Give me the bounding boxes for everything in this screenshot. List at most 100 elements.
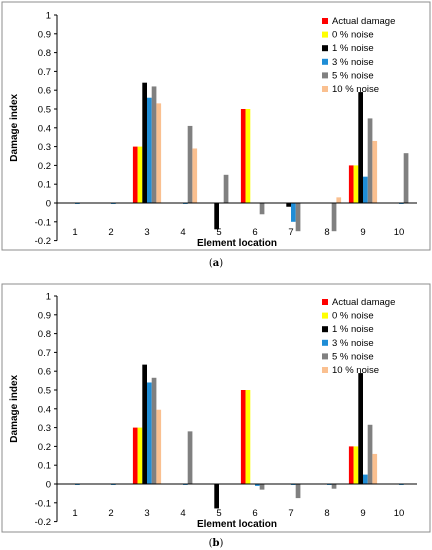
- y-tick-label: 0.7: [38, 348, 51, 359]
- legend: Actual damage 0 % noise 1 % noise 3 % noise…: [322, 16, 395, 95]
- legend-swatch: [322, 326, 328, 333]
- legend-swatch: [322, 18, 328, 24]
- y-tick-label: 0.2: [38, 442, 51, 453]
- bar: [156, 103, 162, 203]
- bar: [295, 484, 301, 499]
- y-tick-label: 1: [46, 292, 51, 303]
- bar: [367, 118, 373, 203]
- bar: [240, 390, 246, 484]
- y-tick-label: 0.1: [38, 461, 51, 472]
- bar: [147, 97, 152, 203]
- y-tick-label: 0.4: [38, 404, 51, 415]
- bar: [353, 165, 359, 203]
- legend-label: 3 % noise: [332, 338, 374, 349]
- legend-swatch: [322, 58, 328, 65]
- y-tick-label: 0.3: [38, 423, 51, 434]
- legend-label: 10 % noise: [332, 84, 379, 95]
- x-tick-label: 7: [288, 227, 293, 238]
- y-tick-label: 0.8: [38, 329, 51, 340]
- x-tick-label: 2: [108, 227, 113, 238]
- bar: [348, 165, 354, 203]
- bar: [132, 427, 138, 484]
- bar: [151, 86, 157, 203]
- bar: [295, 203, 301, 232]
- x-tick-label: 2: [108, 508, 113, 519]
- y-tick-label: 0.1: [38, 180, 51, 191]
- legend-swatch: [322, 45, 328, 52]
- y-tick-label: 1: [46, 11, 51, 22]
- y-tick-label: -0.1: [35, 217, 51, 228]
- y-tick-label: 0.9: [38, 29, 51, 40]
- legend-label: 0 % noise: [332, 311, 374, 322]
- y-axis-title: Damage index: [9, 93, 20, 161]
- bar: [156, 409, 162, 484]
- bar: [358, 373, 363, 484]
- legend: Actual damage 0 % noise 1 % noise 3 % noise…: [322, 297, 395, 376]
- legend-swatch: [322, 312, 328, 319]
- y-tick-label: 0.5: [38, 386, 51, 397]
- bar: [358, 92, 363, 203]
- y-tick-label: 0.6: [38, 367, 51, 378]
- y-tick-label: 0.6: [38, 86, 51, 97]
- panel-caption: (a): [209, 258, 223, 269]
- legend-label: 5 % noise: [332, 70, 374, 81]
- bar: [192, 148, 198, 203]
- legend-swatch: [322, 339, 328, 346]
- legend-swatch: [322, 367, 328, 373]
- bar: [372, 140, 378, 203]
- bar: [137, 427, 143, 484]
- bar: [363, 474, 368, 484]
- x-tick-label: 10: [394, 508, 405, 519]
- y-tick-label: 0.3: [38, 142, 51, 153]
- x-tick-label: 1: [72, 227, 77, 238]
- chart-panel-b: -0.2 -0.1 0 0.1 0.2 0.3 0.4 0.5 0.6 0.7 0.8 0.9 1 Dam…: [1, 283, 431, 549]
- panel-caption: (b): [209, 538, 224, 549]
- legend-label: 10 % noise: [332, 365, 379, 376]
- bar: [372, 453, 378, 484]
- bar: [403, 153, 409, 203]
- bar: [240, 109, 246, 203]
- y-tick-label: 0.4: [38, 123, 51, 134]
- y-tick-label: -0.1: [35, 498, 51, 509]
- x-tick-label: 5: [216, 508, 221, 519]
- x-tick-label: 3: [144, 227, 149, 238]
- bar: [259, 484, 265, 490]
- legend-label: 5 % noise: [332, 351, 374, 362]
- x-tick-label: 4: [180, 508, 185, 519]
- y-tick-label: 0.8: [38, 48, 51, 59]
- bar: [331, 484, 337, 489]
- bar: [223, 174, 229, 203]
- legend-swatch: [322, 299, 328, 305]
- legend-label: 0 % noise: [332, 30, 374, 41]
- bar: [259, 203, 265, 215]
- y-tick-label: 0.2: [38, 161, 51, 172]
- legend-label: 3 % noise: [332, 57, 374, 68]
- x-tick-label: 8: [324, 227, 329, 238]
- y-tick-label: 0.9: [38, 310, 51, 321]
- x-tick-label: 8: [324, 508, 329, 519]
- bar: [331, 203, 337, 232]
- x-tick-label: 5: [216, 227, 221, 238]
- y-tick-label: -0.2: [35, 236, 51, 247]
- y-tick-label: -0.2: [35, 517, 51, 528]
- y-tick-label: 0: [46, 199, 51, 210]
- legend-label: 1 % noise: [332, 43, 374, 54]
- x-tick-label: 3: [144, 508, 149, 519]
- x-tick-label: 4: [180, 227, 185, 238]
- x-tick-label: 7: [288, 508, 293, 519]
- bar: [187, 431, 193, 484]
- y-tick-label: 0.7: [38, 67, 51, 78]
- legend-label: Actual damage: [332, 297, 395, 308]
- x-tick-label: 6: [252, 508, 257, 519]
- bar: [137, 146, 143, 203]
- legend-label: Actual damage: [332, 16, 395, 27]
- x-tick-label: 1: [72, 508, 77, 519]
- bar: [367, 424, 373, 484]
- bar: [214, 484, 219, 509]
- legend-label: 1 % noise: [332, 324, 374, 335]
- chart-panel-a: -0.2 -0.1 0 0.1 0.2 0.3 0.4 0.5 0.6 0.7 0.8 0.9 1 Dam…: [1, 1, 431, 269]
- bar: [353, 446, 359, 484]
- bar: [214, 203, 219, 230]
- bar: [348, 446, 354, 484]
